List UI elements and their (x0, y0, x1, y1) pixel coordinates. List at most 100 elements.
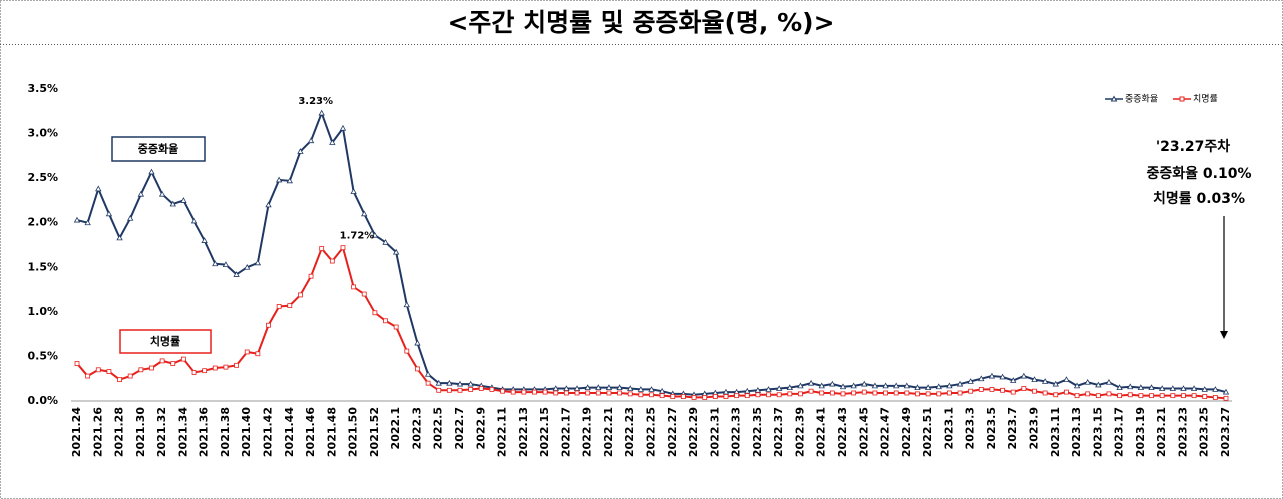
marker (510, 389, 516, 395)
marker (1095, 381, 1102, 388)
y-tick-label: 3.0% (27, 127, 58, 140)
x-tick-label: 2023.27 (1219, 407, 1232, 457)
marker (234, 362, 239, 368)
marker (116, 234, 123, 241)
marker (127, 373, 133, 379)
x-tick-label: 2022.29 (687, 407, 700, 457)
marker (766, 392, 771, 398)
x-tick-label: 2022.1 (389, 407, 402, 449)
marker (1149, 393, 1154, 399)
marker (1000, 387, 1005, 393)
marker (148, 168, 155, 175)
marker (95, 185, 102, 192)
marker (903, 382, 911, 389)
x-tick-label: 2022.3 (410, 407, 423, 449)
marker (117, 377, 122, 383)
marker (446, 379, 453, 386)
marker (212, 365, 218, 371)
series-line (76, 245, 1227, 400)
marker (851, 390, 857, 396)
x-tick-label: 2023.23 (1176, 407, 1189, 457)
marker (712, 394, 718, 399)
marker (73, 216, 81, 223)
marker (1169, 385, 1176, 391)
marker (893, 390, 899, 396)
marker (361, 210, 368, 217)
x-tick-label: 2022.7 (453, 407, 466, 449)
marker (297, 148, 304, 154)
marker (861, 389, 867, 395)
marker (1158, 385, 1166, 391)
marker (318, 109, 325, 116)
marker (1105, 378, 1113, 385)
marker (1137, 384, 1145, 391)
marker (424, 370, 432, 377)
marker (1064, 389, 1069, 395)
marker (255, 351, 261, 357)
marker (414, 339, 421, 346)
x-tick-label: 2023.25 (1198, 407, 1211, 457)
marker (254, 259, 262, 266)
marker (585, 390, 591, 396)
y-tick-label: 0.5% (27, 349, 58, 362)
marker (840, 391, 846, 397)
x-tick-label: 2021.40 (240, 407, 253, 457)
marker (467, 380, 474, 387)
x-tick-label: 2023.5 (985, 407, 998, 449)
marker (1212, 395, 1218, 400)
marker (158, 190, 166, 197)
chart-title: <주간 치명률 및 중증화율(명, %)> (447, 8, 834, 37)
x-tick-label: 2021.28 (113, 407, 126, 457)
x-tick-label: 2022.47 (879, 407, 892, 457)
x-tick-label: 2022.5 (432, 407, 445, 449)
x-tick-label: 2022.45 (857, 407, 870, 457)
y-tick-label: 1.5% (27, 260, 58, 273)
marker (648, 386, 655, 392)
marker (702, 395, 708, 400)
marker (595, 390, 601, 396)
marker (308, 273, 314, 279)
y-tick-label: 0.0% (27, 394, 58, 407)
x-tick-label: 2022.49 (900, 407, 913, 457)
marker (1223, 395, 1229, 401)
marker (1170, 393, 1176, 399)
marker (617, 390, 622, 396)
y-tick-label: 2.5% (27, 171, 58, 184)
marker (1084, 378, 1091, 385)
marker (1085, 391, 1091, 397)
marker (244, 349, 250, 355)
marker (829, 380, 836, 387)
marker (967, 378, 974, 384)
marker (159, 358, 165, 364)
marker (563, 385, 570, 391)
marker (861, 380, 868, 387)
marker (670, 394, 676, 399)
x-tick-label: 2021.36 (198, 407, 211, 457)
marker (754, 386, 762, 393)
marker (95, 367, 101, 373)
marker (1190, 385, 1198, 391)
marker (265, 201, 272, 208)
annotation: 중증화율 (138, 142, 178, 156)
marker (85, 373, 91, 379)
marker (936, 391, 942, 397)
marker (1106, 391, 1112, 397)
marker (946, 382, 953, 389)
y-tick-label: 2.0% (27, 216, 58, 229)
marker (105, 210, 113, 217)
x-tick-label: 2023.1 (942, 407, 955, 449)
marker (807, 379, 815, 386)
x-tick-label: 2021.50 (347, 407, 360, 457)
marker (351, 284, 357, 290)
x-tick-label: 2022.51 (921, 407, 934, 457)
x-tick-label: 2023.17 (1113, 407, 1126, 457)
marker (989, 387, 995, 392)
marker (606, 390, 612, 396)
marker (584, 384, 591, 391)
marker (393, 324, 399, 330)
marker (775, 385, 783, 391)
marker (637, 386, 645, 392)
marker (681, 394, 686, 399)
y-tick-label: 3.5% (27, 82, 58, 95)
